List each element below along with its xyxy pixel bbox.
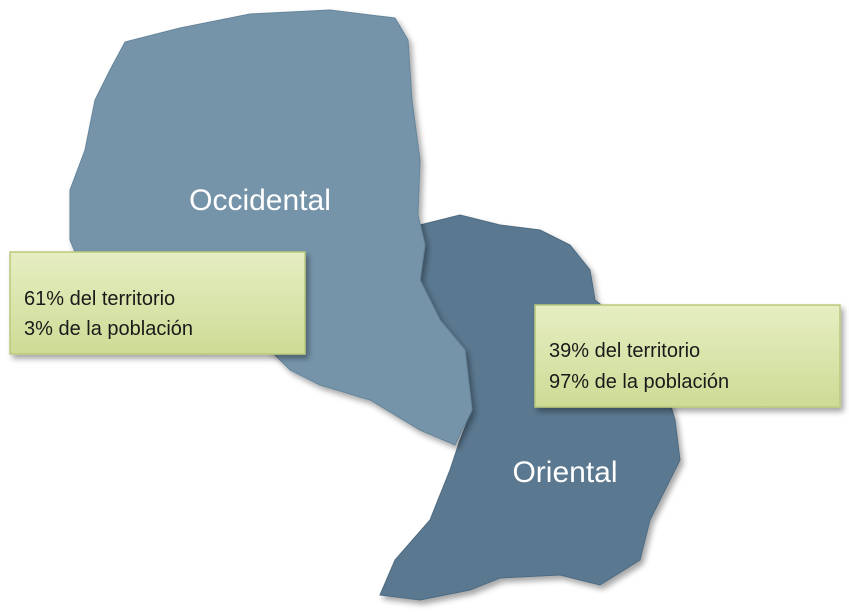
info-box-bg [534,304,841,408]
info-line: 3% de la población [24,318,193,340]
info-line: 39% del territorio [549,340,700,362]
info-line: 97% de la población [549,371,729,393]
info-line: 61% del territorio [24,288,175,310]
region-name: Occidental [189,184,331,217]
info-box-bg [9,251,306,355]
info-box: 61% del territorio 3% de la población [9,251,306,355]
region-occidental-shape [69,9,473,446]
region-name: Oriental [512,456,617,489]
info-box: 39% del territorio 97% de la población [534,304,841,408]
